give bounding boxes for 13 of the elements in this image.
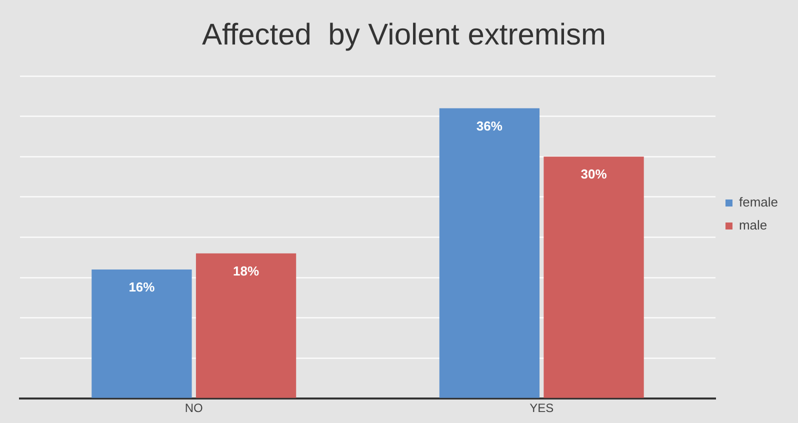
legend-label: female <box>738 194 778 210</box>
data-label: 30% <box>580 166 608 182</box>
x-tick-label: YES <box>530 401 554 416</box>
data-label: 18% <box>233 264 260 279</box>
legend-label: male <box>738 218 768 233</box>
bar <box>92 270 192 398</box>
bar <box>196 253 296 398</box>
x-tick-label: NO <box>184 401 203 416</box>
bar <box>439 108 540 398</box>
data-label: 16% <box>128 280 156 295</box>
data-label: 36% <box>476 118 503 134</box>
bar <box>544 156 644 398</box>
chart-title: Affected by Violent extremism <box>202 18 606 52</box>
